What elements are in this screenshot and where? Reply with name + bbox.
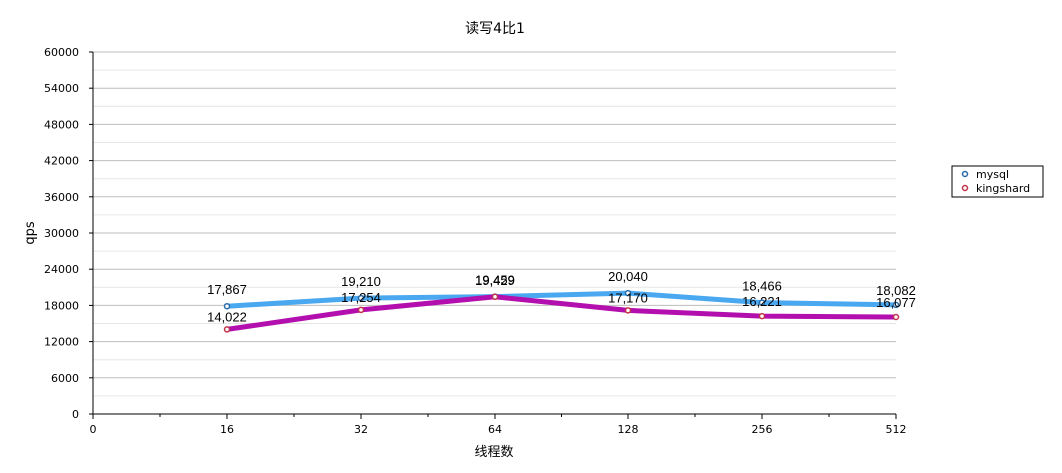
data-label-mysql: 19,459 — [475, 273, 515, 288]
data-label-kingshard: 14,022 — [207, 309, 247, 324]
data-label-mysql: 17,867 — [207, 282, 247, 297]
y-tick-label: 12000 — [44, 336, 79, 349]
data-point-mysql — [758, 299, 766, 306]
data-label-kingshard: 17,254 — [341, 290, 381, 305]
data-label-mysql: 19,210 — [341, 274, 381, 289]
y-tick-label: 30000 — [44, 227, 79, 240]
y-tick-label: 0 — [72, 408, 79, 421]
y-tick-label: 42000 — [44, 155, 79, 168]
y-tick-label: 60000 — [44, 46, 79, 59]
y-tick-label: 54000 — [44, 82, 79, 95]
gridlines — [93, 51, 896, 397]
data-point-mysql — [892, 301, 900, 309]
series-line-mysql — [224, 290, 899, 309]
y-tick-label: 36000 — [44, 191, 79, 204]
y-axis-ticks: 0 6000 12000 18000 24000 30000 36000 42000 48000… — [44, 46, 93, 421]
data-point-kingshard — [624, 307, 632, 314]
data-label-kingshard: 16,221 — [742, 294, 782, 309]
chart-title: 读写4比1 — [465, 20, 525, 37]
y-axis-title: qps — [23, 221, 38, 245]
data-labels: 17,867 19,210 19,459 20,040 18,466 18,082 14,0… — [207, 269, 916, 324]
data-point-kingshard — [357, 306, 365, 314]
legend-marker-kingshard — [961, 184, 969, 192]
data-point-mysql — [357, 294, 365, 302]
data-point-kingshard — [223, 326, 231, 333]
y-tick-label: 24000 — [44, 263, 79, 276]
y-tick-label: 48000 — [44, 118, 79, 131]
legend-marker-mysql — [961, 170, 969, 178]
legend-box — [951, 165, 1044, 198]
x-tick-label: 64 — [488, 423, 502, 436]
x-tick-label: 256 — [752, 423, 773, 436]
x-tick-label: 128 — [618, 423, 639, 436]
y-tick-label: 6000 — [51, 372, 79, 385]
data-point-kingshard — [892, 313, 900, 321]
series-layer — [223, 289, 900, 333]
y-tick-label: 18000 — [44, 299, 79, 312]
x-tick-label: 512 — [886, 423, 907, 436]
x-axis-title: 线程数 — [474, 445, 513, 460]
series-line-kingshard — [224, 294, 899, 332]
data-label-kingshard: 17,170 — [608, 290, 648, 305]
x-tick-label: 32 — [354, 423, 368, 436]
x-tick-label: 16 — [220, 423, 234, 436]
data-label-mysql: 20,040 — [608, 269, 648, 284]
data-label-kingshard: 16,077 — [876, 295, 916, 310]
data-label-kingshard: 19,429 — [475, 273, 515, 288]
x-axis-ticks: 0 16 32 64 128 256 512 — [90, 414, 907, 436]
legend-label-kingshard: kingshard — [976, 182, 1030, 195]
data-point-mysql — [624, 289, 632, 297]
data-label-mysql: 18,082 — [876, 283, 916, 298]
legend-label-mysql: mysql — [976, 168, 1009, 181]
x-tick-label: 0 — [90, 423, 97, 436]
data-label-mysql: 18,466 — [742, 279, 782, 294]
data-point-kingshard — [491, 293, 499, 301]
data-point-mysql — [223, 302, 231, 310]
data-point-kingshard — [758, 312, 766, 320]
